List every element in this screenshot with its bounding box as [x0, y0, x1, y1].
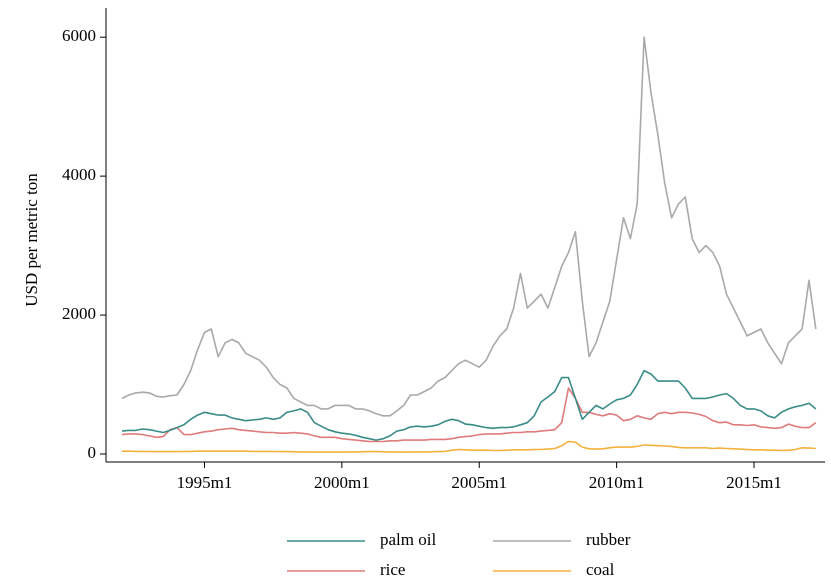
x-tick-label: 2005m1 — [451, 473, 507, 492]
y-axis-label: USD per metric ton — [22, 173, 41, 307]
legend-label: rice — [380, 560, 405, 579]
y-tick-label: 2000 — [62, 304, 96, 323]
series-line — [122, 440, 816, 453]
y-tick-label: 6000 — [62, 26, 96, 45]
y-tick-label: 0 — [88, 443, 97, 462]
series-line — [121, 36, 817, 417]
series-line — [121, 369, 817, 441]
x-tick-label: 1995m1 — [177, 473, 233, 492]
x-tick-label: 2000m1 — [314, 473, 370, 492]
series-line — [121, 387, 817, 443]
legend-label: palm oil — [380, 530, 436, 549]
x-tick-label: 2015m1 — [726, 473, 782, 492]
legend-label: coal — [586, 560, 615, 579]
legend-label: rubber — [586, 530, 631, 549]
x-tick-label: 2010m1 — [589, 473, 645, 492]
y-tick-label: 4000 — [62, 165, 96, 184]
